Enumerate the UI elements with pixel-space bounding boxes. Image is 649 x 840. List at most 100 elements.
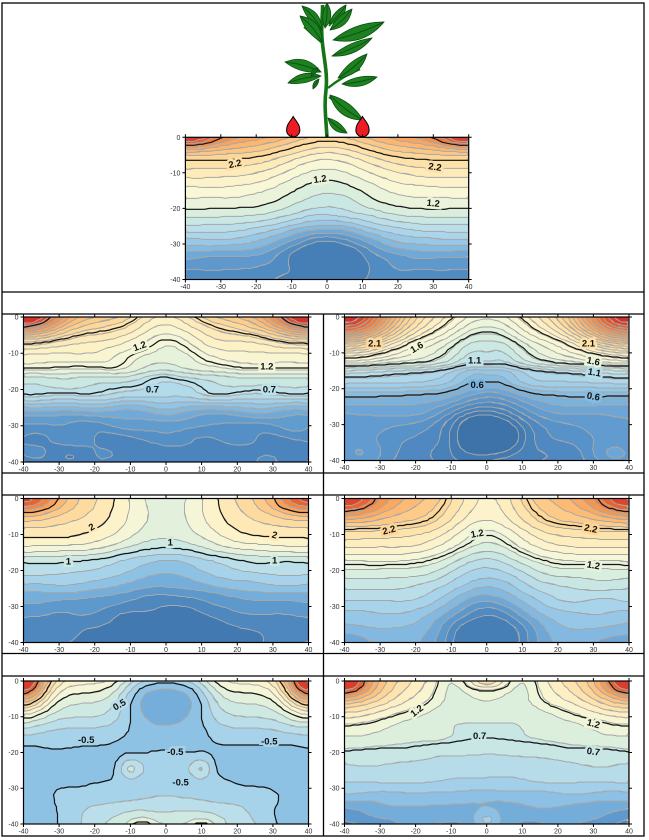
svg-text:-20: -20 xyxy=(329,386,339,393)
svg-text:2.2: 2.2 xyxy=(428,161,443,174)
svg-text:30: 30 xyxy=(590,465,598,472)
svg-text:-20: -20 xyxy=(411,829,421,836)
svg-text:0: 0 xyxy=(176,135,180,142)
svg-text:2.2: 2.2 xyxy=(228,158,243,172)
svg-text:-40: -40 xyxy=(18,829,28,836)
svg-text:2.1: 2.1 xyxy=(582,339,596,350)
svg-text:-40: -40 xyxy=(8,640,18,647)
svg-text:40: 40 xyxy=(305,647,313,654)
svg-text:0: 0 xyxy=(485,465,489,472)
svg-text:0: 0 xyxy=(485,647,489,654)
svg-text:-30: -30 xyxy=(8,604,18,611)
svg-text:-30: -30 xyxy=(329,786,339,793)
svg-text:-10: -10 xyxy=(329,714,339,721)
svg-text:-10: -10 xyxy=(446,465,456,472)
svg-text:-30: -30 xyxy=(329,604,339,611)
svg-text:-20: -20 xyxy=(411,647,421,654)
svg-text:-10: -10 xyxy=(329,532,339,539)
svg-text:-20: -20 xyxy=(251,284,261,291)
svg-text:1.1: 1.1 xyxy=(468,355,482,366)
svg-text:-10: -10 xyxy=(287,284,297,291)
svg-text:-20: -20 xyxy=(8,387,18,394)
svg-text:-40: -40 xyxy=(8,821,18,828)
svg-text:0.6: 0.6 xyxy=(586,391,601,404)
svg-text:-30: -30 xyxy=(8,786,18,793)
svg-text:-40: -40 xyxy=(170,277,180,284)
svg-text:1.2: 1.2 xyxy=(470,528,485,541)
svg-text:-30: -30 xyxy=(216,284,226,291)
svg-text:1: 1 xyxy=(168,537,174,548)
svg-text:30: 30 xyxy=(269,647,277,654)
svg-text:-40: -40 xyxy=(18,647,28,654)
svg-text:40: 40 xyxy=(305,467,313,474)
svg-text:20: 20 xyxy=(233,467,241,474)
svg-text:20: 20 xyxy=(554,647,562,654)
svg-text:-10: -10 xyxy=(329,350,339,357)
svg-text:-30: -30 xyxy=(375,647,385,654)
svg-text:20: 20 xyxy=(233,647,241,654)
svg-text:1.2: 1.2 xyxy=(586,559,601,572)
svg-text:-30: -30 xyxy=(54,647,64,654)
svg-text:-40: -40 xyxy=(339,829,349,836)
svg-text:-20: -20 xyxy=(8,750,18,757)
svg-text:20: 20 xyxy=(554,465,562,472)
svg-text:10: 10 xyxy=(518,829,526,836)
svg-text:-30: -30 xyxy=(375,465,385,472)
svg-text:40: 40 xyxy=(625,647,633,654)
svg-text:10: 10 xyxy=(518,465,526,472)
svg-text:-10: -10 xyxy=(125,647,135,654)
svg-text:0: 0 xyxy=(15,496,19,503)
svg-text:-20: -20 xyxy=(411,465,421,472)
svg-text:-20: -20 xyxy=(90,647,100,654)
svg-text:1: 1 xyxy=(272,556,278,567)
svg-text:0.7: 0.7 xyxy=(586,746,601,759)
svg-text:0.7: 0.7 xyxy=(263,384,276,395)
svg-text:-30: -30 xyxy=(8,423,18,430)
svg-text:30: 30 xyxy=(269,467,277,474)
svg-text:40: 40 xyxy=(625,829,633,836)
svg-text:30: 30 xyxy=(269,829,277,836)
svg-text:0: 0 xyxy=(15,314,19,321)
svg-text:-30: -30 xyxy=(54,829,64,836)
svg-text:40: 40 xyxy=(305,829,313,836)
svg-text:-20: -20 xyxy=(170,206,180,213)
svg-text:-10: -10 xyxy=(125,829,135,836)
svg-text:-0.5: -0.5 xyxy=(261,737,278,748)
svg-text:20: 20 xyxy=(394,284,402,291)
svg-text:-40: -40 xyxy=(329,458,339,465)
svg-text:-10: -10 xyxy=(8,351,18,358)
svg-text:-30: -30 xyxy=(170,241,180,248)
svg-text:-10: -10 xyxy=(125,467,135,474)
svg-text:0: 0 xyxy=(336,678,340,685)
svg-text:-30: -30 xyxy=(329,422,339,429)
svg-text:1: 1 xyxy=(66,556,72,567)
svg-text:1.2: 1.2 xyxy=(313,173,328,186)
svg-text:-20: -20 xyxy=(329,568,339,575)
svg-text:30: 30 xyxy=(590,647,598,654)
svg-text:30: 30 xyxy=(590,829,598,836)
svg-text:0.7: 0.7 xyxy=(146,384,159,395)
svg-text:0: 0 xyxy=(164,467,168,474)
svg-text:-20: -20 xyxy=(8,568,18,575)
svg-text:1.2: 1.2 xyxy=(260,362,273,373)
svg-text:-20: -20 xyxy=(90,829,100,836)
svg-text:-10: -10 xyxy=(8,532,18,539)
svg-text:-0.5: -0.5 xyxy=(78,735,95,746)
svg-text:1.2: 1.2 xyxy=(426,198,440,210)
svg-text:-40: -40 xyxy=(8,459,18,466)
svg-text:20: 20 xyxy=(554,829,562,836)
svg-text:1.6: 1.6 xyxy=(586,355,601,369)
svg-text:-40: -40 xyxy=(180,284,190,291)
svg-text:-0.5: -0.5 xyxy=(172,777,189,788)
svg-text:10: 10 xyxy=(198,647,206,654)
svg-text:10: 10 xyxy=(198,467,206,474)
svg-text:0: 0 xyxy=(15,678,19,685)
svg-text:-10: -10 xyxy=(446,647,456,654)
svg-text:40: 40 xyxy=(625,465,633,472)
svg-text:0: 0 xyxy=(336,496,340,503)
svg-text:40: 40 xyxy=(465,284,473,291)
svg-text:20: 20 xyxy=(233,829,241,836)
svg-text:0: 0 xyxy=(485,829,489,836)
svg-text:-30: -30 xyxy=(375,829,385,836)
svg-text:-10: -10 xyxy=(170,170,180,177)
